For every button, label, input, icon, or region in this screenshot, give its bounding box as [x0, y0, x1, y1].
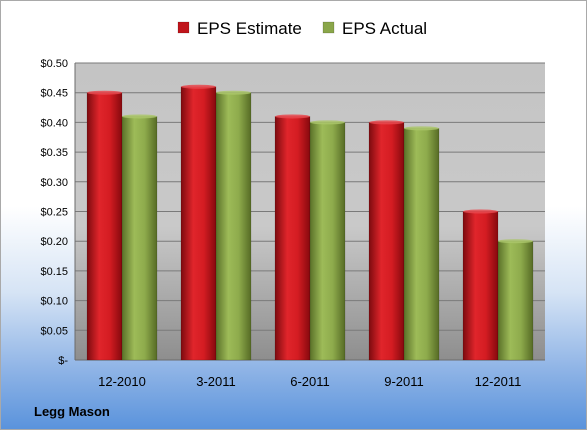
y-tick-label: $0.45 — [40, 88, 68, 100]
legend-item-eps-estimate-swatch — [177, 21, 190, 34]
bar — [215, 92, 252, 361]
bar-top — [369, 120, 404, 125]
x-tick-label: 6-2011 — [290, 374, 330, 389]
y-tick-label: $0.25 — [40, 207, 68, 219]
bar — [403, 128, 440, 361]
y-tick-label: $0.05 — [40, 325, 68, 337]
y-tick-label: $0.30 — [40, 177, 68, 189]
bar — [368, 122, 405, 361]
bar — [497, 240, 534, 361]
y-tick-label: $0.10 — [40, 296, 68, 308]
legend-item-eps-actual-label: EPS Actual — [342, 19, 427, 38]
company-name: Legg Mason — [34, 404, 110, 419]
y-tick-label: $0.35 — [40, 147, 68, 159]
bar — [462, 211, 499, 361]
bar — [309, 122, 346, 361]
y-tick-label: $0.20 — [40, 236, 68, 248]
bar-top — [181, 84, 216, 89]
bar-top — [216, 90, 251, 95]
bar-top — [275, 114, 310, 119]
bar-top — [404, 126, 439, 131]
legend-item-eps-estimate-label: EPS Estimate — [197, 19, 302, 38]
x-tick-label: 12-2011 — [475, 374, 522, 389]
bar — [274, 116, 311, 361]
x-tick-label: 9-2011 — [384, 374, 424, 389]
bar-top — [310, 120, 345, 125]
bar-top — [463, 209, 498, 214]
bar — [121, 116, 158, 361]
bar — [180, 86, 217, 361]
x-tick-label: 12-2010 — [98, 374, 146, 389]
bar — [86, 92, 123, 361]
bar-top — [498, 239, 533, 244]
bars — [86, 84, 534, 361]
x-axis-ticks: 12-2010 3-2011 6-2011 9-2011 12-2011 — [98, 374, 521, 389]
bar-top — [122, 114, 157, 119]
y-tick-label: $0.40 — [40, 117, 68, 129]
y-tick-label: $- — [58, 355, 68, 367]
bar-top — [87, 90, 122, 95]
legend: EPS Estimate EPS Actual — [177, 19, 427, 38]
y-tick-label: $0.15 — [40, 266, 68, 278]
x-tick-label: 3-2011 — [196, 374, 236, 389]
y-axis-ticks: $0.50 $0.45 $0.40 $0.35 $0.30 $0.25 $0.20 $0.15… — [40, 58, 68, 367]
legend-item-eps-actual-swatch — [322, 21, 335, 34]
y-tick-label: $0.50 — [40, 58, 68, 70]
